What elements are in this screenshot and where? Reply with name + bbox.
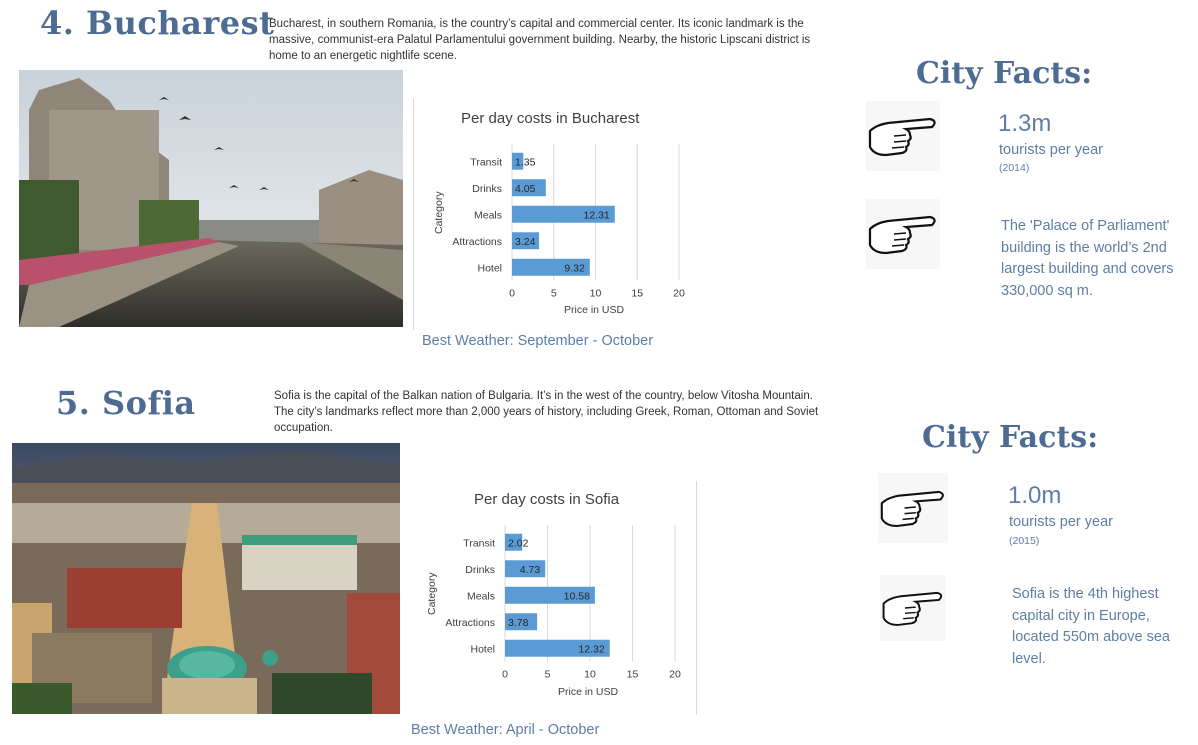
category-label: Attractions bbox=[452, 236, 502, 248]
category-label: Drinks bbox=[472, 183, 502, 195]
pointing-hand-icon bbox=[880, 575, 946, 641]
bar-attractions bbox=[512, 232, 540, 250]
city-facts-title-sofia: City Facts: bbox=[922, 420, 1099, 455]
x-tick-label: 0 bbox=[509, 288, 515, 300]
category-label: Drinks bbox=[465, 564, 495, 576]
x-tick-label: 0 bbox=[502, 669, 508, 681]
tourists-label-bucharest: tourists per year bbox=[999, 142, 1103, 158]
data-label: 1.35 bbox=[515, 156, 536, 168]
category-label: Attractions bbox=[445, 617, 495, 629]
bucharest-chart-frame: Per day costs in Bucharest 1.35 4.05 12.31… bbox=[413, 98, 714, 330]
data-label: 12.32 bbox=[578, 643, 604, 655]
city-fact-sofia: Sofia is the 4th highest capital city in… bbox=[1012, 586, 1170, 667]
city-title-sofia: 5. Sofia bbox=[56, 384, 196, 422]
bar-meals bbox=[505, 586, 595, 604]
category-label: Hotel bbox=[470, 643, 495, 655]
pointing-hand-icon bbox=[866, 199, 940, 269]
category-label: Transit bbox=[463, 537, 495, 549]
best-weather-sofia: Best Weather: April - October bbox=[411, 722, 600, 738]
bar-hotel bbox=[512, 258, 590, 276]
pointing-hand-icon bbox=[866, 101, 940, 171]
x-tick-label: 20 bbox=[669, 669, 681, 681]
city-description-sofia: Sofia is the capital of the Balkan natio… bbox=[274, 390, 819, 434]
category-label: Meals bbox=[467, 590, 495, 602]
x-tick-label: 5 bbox=[545, 669, 551, 681]
bar-hotel bbox=[505, 639, 610, 657]
data-label: 2.02 bbox=[508, 537, 529, 549]
bucharest-cost-chart: Per day costs in Bucharest 1.35 4.05 12.31… bbox=[433, 110, 685, 316]
tourists-year-bucharest: (2014) bbox=[999, 162, 1030, 174]
category-label: Hotel bbox=[477, 262, 502, 274]
tourists-value-bucharest: 1.3m bbox=[998, 110, 1052, 137]
city-fact-bucharest: The 'Palace of Parliament' building is t… bbox=[1001, 218, 1174, 299]
bar-attractions bbox=[505, 613, 538, 631]
chart-title: Per day costs in Sofia bbox=[474, 491, 620, 508]
bucharest-photo bbox=[19, 70, 403, 327]
x-axis-label: Price in USD bbox=[558, 686, 619, 698]
y-axis-label: Category bbox=[433, 191, 445, 234]
x-tick-label: 15 bbox=[631, 288, 643, 300]
category-label: Meals bbox=[474, 209, 502, 221]
city-description-bucharest: Bucharest, in southern Romania, is the c… bbox=[269, 18, 811, 62]
sofia-chart-frame: Per day costs in Sofia 2.02 4.73 10.58 3.78… bbox=[405, 481, 697, 715]
sofia-cost-chart: Per day costs in Sofia 2.02 4.73 10.58 3.78… bbox=[426, 491, 681, 698]
bar-meals bbox=[512, 205, 615, 223]
bar-drinks bbox=[505, 560, 546, 578]
x-tick-label: 20 bbox=[673, 288, 685, 300]
sofia-photo bbox=[12, 443, 400, 714]
tourists-label-sofia: tourists per year bbox=[1009, 514, 1113, 530]
data-label: 3.78 bbox=[508, 617, 529, 629]
bar-drinks bbox=[512, 179, 546, 197]
bar-transit bbox=[505, 533, 523, 551]
pointing-hand-icon bbox=[878, 473, 948, 543]
data-label: 3.24 bbox=[515, 236, 536, 248]
city-title-bucharest: 4. Bucharest bbox=[40, 4, 275, 42]
category-label: Transit bbox=[470, 156, 502, 168]
tourists-year-sofia: (2015) bbox=[1009, 535, 1040, 547]
data-label: 12.31 bbox=[584, 209, 610, 221]
y-axis-label: Category bbox=[426, 572, 438, 615]
bar-transit bbox=[512, 152, 524, 170]
x-tick-label: 10 bbox=[584, 669, 596, 681]
x-tick-label: 15 bbox=[627, 669, 639, 681]
data-label: 4.73 bbox=[520, 564, 541, 576]
data-label: 4.05 bbox=[515, 183, 536, 195]
data-label: 9.32 bbox=[564, 262, 585, 274]
best-weather-bucharest: Best Weather: September - October bbox=[422, 333, 654, 349]
chart-title: Per day costs in Bucharest bbox=[461, 110, 640, 127]
x-tick-label: 5 bbox=[551, 288, 557, 300]
x-tick-label: 10 bbox=[590, 288, 602, 300]
tourists-value-sofia: 1.0m bbox=[1008, 482, 1062, 509]
data-label: 10.58 bbox=[564, 590, 590, 602]
x-axis-label: Price in USD bbox=[564, 304, 625, 316]
city-facts-title-bucharest: City Facts: bbox=[916, 56, 1093, 91]
